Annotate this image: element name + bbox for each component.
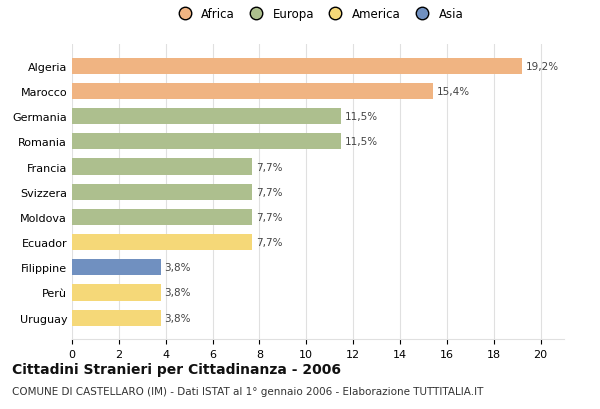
Bar	[72, 234, 253, 251]
Bar	[72, 184, 253, 200]
Bar	[72, 83, 433, 100]
Text: 3,8%: 3,8%	[164, 288, 191, 298]
Text: 15,4%: 15,4%	[436, 87, 469, 97]
Text: COMUNE DI CASTELLARO (IM) - Dati ISTAT al 1° gennaio 2006 - Elaborazione TUTTITA: COMUNE DI CASTELLARO (IM) - Dati ISTAT a…	[12, 387, 484, 396]
Bar	[72, 209, 253, 225]
Bar	[72, 58, 522, 75]
Legend: Africa, Europa, America, Asia: Africa, Europa, America, Asia	[168, 4, 468, 26]
Text: 11,5%: 11,5%	[345, 112, 378, 122]
Text: 11,5%: 11,5%	[345, 137, 378, 147]
Bar	[72, 134, 341, 150]
Text: Cittadini Stranieri per Cittadinanza - 2006: Cittadini Stranieri per Cittadinanza - 2…	[12, 362, 341, 376]
Text: 19,2%: 19,2%	[526, 62, 559, 72]
Bar	[72, 259, 161, 276]
Bar	[72, 310, 161, 326]
Text: 7,7%: 7,7%	[256, 162, 283, 172]
Bar	[72, 285, 161, 301]
Bar	[72, 159, 253, 175]
Bar	[72, 109, 341, 125]
Text: 7,7%: 7,7%	[256, 238, 283, 247]
Text: 7,7%: 7,7%	[256, 187, 283, 197]
Text: 3,8%: 3,8%	[164, 263, 191, 273]
Text: 7,7%: 7,7%	[256, 212, 283, 222]
Text: 3,8%: 3,8%	[164, 313, 191, 323]
